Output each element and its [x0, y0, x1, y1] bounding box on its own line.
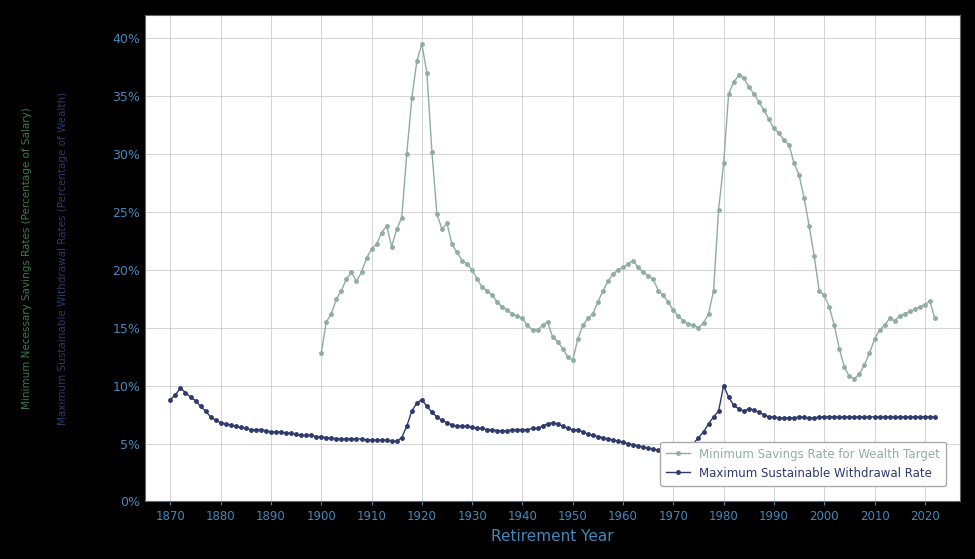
- Minimum Savings Rate for Wealth Target: [496, 304, 508, 310]
- Text: Maximum Sustainable Withdrawal Rates (Percentage of Wealth): Maximum Sustainable Withdrawal Rates (Pe…: [58, 92, 68, 425]
- Line: Maximum Sustainable Withdrawal Rate: Maximum Sustainable Withdrawal Rate: [168, 383, 937, 454]
- Minimum Savings Rate for Wealth Target: [818, 292, 830, 299]
- Minimum Savings Rate for Wealth Target: [351, 278, 363, 285]
- Maximum Sustainable Withdrawal Rate: [165, 396, 176, 403]
- Maximum Sustainable Withdrawal Rate: [808, 415, 820, 421]
- Maximum Sustainable Withdrawal Rate: [718, 382, 729, 389]
- Maximum Sustainable Withdrawal Rate: [708, 414, 720, 420]
- Maximum Sustainable Withdrawal Rate: [501, 428, 513, 434]
- Minimum Savings Rate for Wealth Target: [386, 243, 398, 250]
- Line: Minimum Savings Rate for Wealth Target: Minimum Savings Rate for Wealth Target: [319, 41, 937, 381]
- Maximum Sustainable Withdrawal Rate: [657, 448, 669, 455]
- Maximum Sustainable Withdrawal Rate: [265, 429, 277, 435]
- Maximum Sustainable Withdrawal Rate: [214, 419, 226, 426]
- Minimum Savings Rate for Wealth Target: [929, 315, 941, 322]
- Minimum Savings Rate for Wealth Target: [587, 310, 599, 317]
- Minimum Savings Rate for Wealth Target: [316, 350, 328, 357]
- Minimum Savings Rate for Wealth Target: [416, 41, 428, 48]
- Minimum Savings Rate for Wealth Target: [848, 375, 860, 382]
- Minimum Savings Rate for Wealth Target: [375, 229, 387, 236]
- Legend: Minimum Savings Rate for Wealth Target, Maximum Sustainable Withdrawal Rate: Minimum Savings Rate for Wealth Target, …: [660, 442, 946, 486]
- Maximum Sustainable Withdrawal Rate: [929, 414, 941, 420]
- Maximum Sustainable Withdrawal Rate: [904, 414, 916, 420]
- X-axis label: Retirement Year: Retirement Year: [491, 529, 614, 544]
- Text: Minimum Necessary Savings Rates (Percentage of Salary): Minimum Necessary Savings Rates (Percent…: [22, 107, 32, 409]
